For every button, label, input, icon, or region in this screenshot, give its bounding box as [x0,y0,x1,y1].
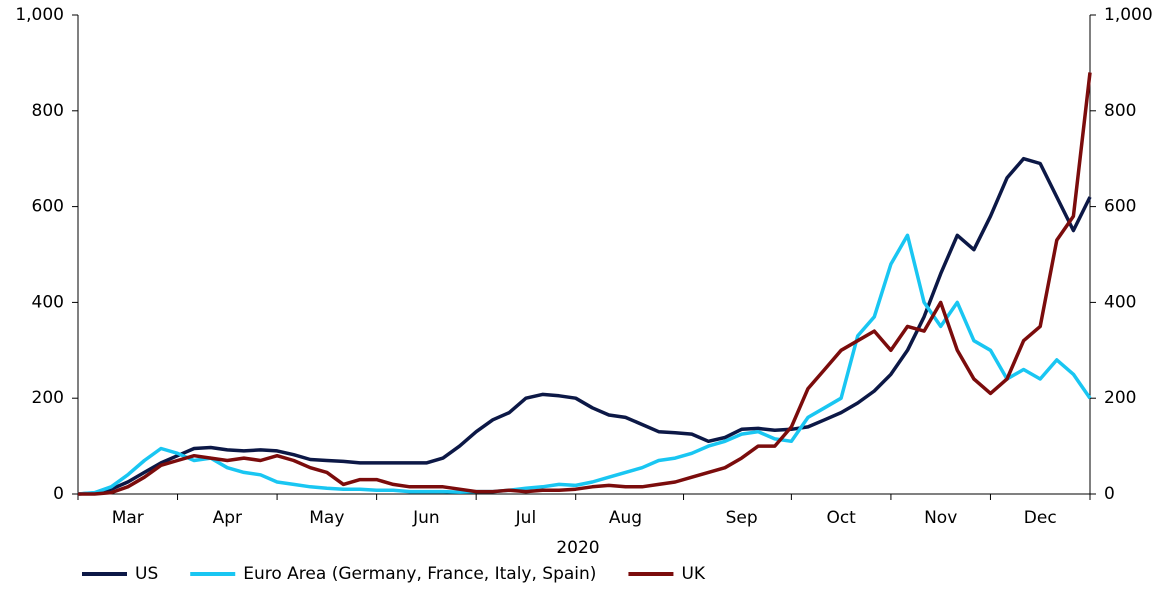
y2-tick-label: 0 [1104,484,1115,504]
x-tick-label: Dec [1024,508,1057,528]
x-tick-label: Jun [412,508,440,528]
series-line [78,72,1092,496]
x-tick-label: Apr [213,508,242,528]
y-tick-label: 1,000 [15,5,64,25]
x-tick-label: Mar [112,508,144,528]
y2-tick-label: 400 [1104,292,1136,312]
x-tick-label: Aug [609,508,642,528]
y2-tick-label: 1,000 [1104,5,1153,25]
y2-tick-label: 600 [1104,197,1136,217]
legend-label: US [135,564,158,584]
series-line [77,156,1092,496]
y-tick-label: 200 [32,388,64,408]
y-tick-label: 600 [32,197,64,217]
legend-label: Euro Area (Germany, France, Italy, Spain… [243,564,596,584]
y-tick-label: 800 [32,101,64,121]
x-tick-label: Oct [826,508,856,528]
x-tick-label: Sep [726,508,758,528]
y2-tick-label: 800 [1104,101,1136,121]
x-tick-label: May [309,508,344,528]
y2-tick-label: 200 [1104,388,1136,408]
x-axis-label: 2020 [556,538,599,558]
y-tick-label: 0 [53,484,64,504]
series-line [77,233,1092,496]
x-tick-label: Jul [515,508,537,528]
x-tick-label: Nov [924,508,957,528]
legend-label: UK [681,564,705,584]
y-tick-label: 400 [32,292,64,312]
